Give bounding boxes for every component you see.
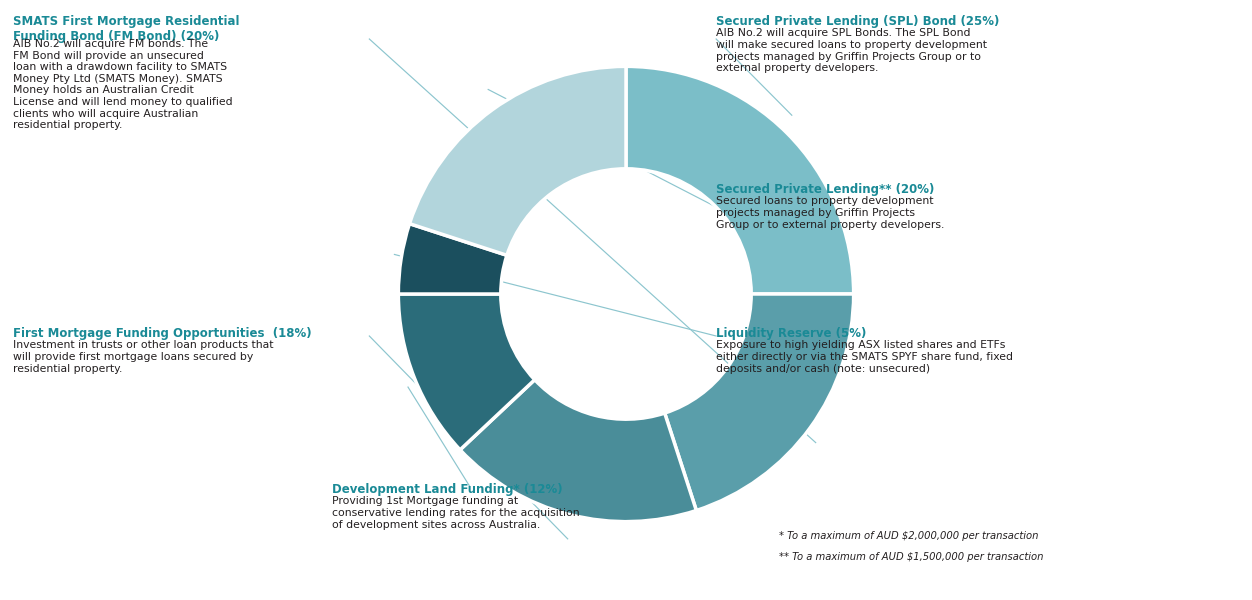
Text: Development Land Funding* (12%): Development Land Funding* (12%)	[332, 483, 562, 496]
Text: Secured Private Lending (SPL) Bond (25%): Secured Private Lending (SPL) Bond (25%)	[716, 15, 999, 28]
Text: First Mortgage Funding Opportunities  (18%): First Mortgage Funding Opportunities (18…	[13, 327, 312, 340]
Text: Secured Private Lending** (20%): Secured Private Lending** (20%)	[716, 183, 934, 196]
Text: AIB No.2 will acquire SPL Bonds. The SPL Bond
will make secured loans to propert: AIB No.2 will acquire SPL Bonds. The SPL…	[716, 28, 987, 73]
Wedge shape	[409, 67, 626, 256]
Wedge shape	[626, 67, 854, 294]
Wedge shape	[398, 294, 535, 450]
Text: Exposure to high yielding ASX listed shares and ETFs
either directly or via the : Exposure to high yielding ASX listed sha…	[716, 340, 1013, 374]
Text: Providing 1st Mortgage funding at
conservative lending rates for the acquisition: Providing 1st Mortgage funding at conser…	[332, 497, 580, 530]
Text: Liquidity Reserve (5%): Liquidity Reserve (5%)	[716, 327, 866, 340]
Wedge shape	[459, 380, 696, 521]
Wedge shape	[398, 224, 507, 294]
Wedge shape	[665, 294, 854, 511]
Text: AIB No.2 will acquire FM bonds. The
FM Bond will provide an unsecured
loan with : AIB No.2 will acquire FM bonds. The FM B…	[13, 39, 232, 130]
Text: * To a maximum of AUD $2,000,000 per transaction: * To a maximum of AUD $2,000,000 per tra…	[779, 531, 1038, 541]
Text: ** To a maximum of AUD $1,500,000 per transaction: ** To a maximum of AUD $1,500,000 per tr…	[779, 552, 1043, 562]
Text: Investment in trusts or other loan products that
will provide first mortgage loa: Investment in trusts or other loan produ…	[13, 340, 273, 374]
Text: Secured loans to property development
projects managed by Griffin Projects
Group: Secured loans to property development pr…	[716, 196, 944, 230]
Text: SMATS First Mortgage Residential
Funding Bond (FM Bond) (20%): SMATS First Mortgage Residential Funding…	[13, 15, 239, 43]
